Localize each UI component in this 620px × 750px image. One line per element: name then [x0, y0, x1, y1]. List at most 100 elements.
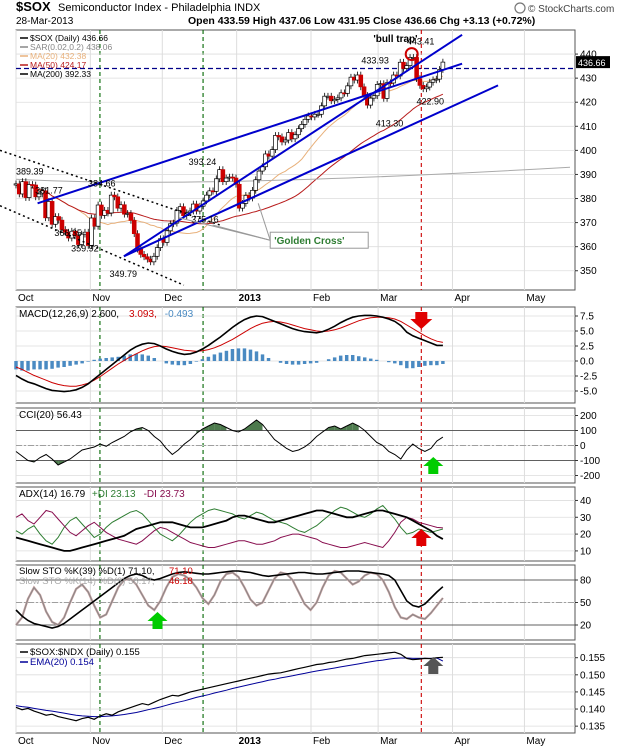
y-tick-label: 0 — [580, 441, 586, 452]
downtrend-line — [0, 205, 185, 286]
x-tick-label: Mar — [380, 293, 398, 304]
macd-histogram-bar — [92, 359, 96, 361]
price-annotation: 413.30 — [376, 118, 404, 128]
y-tick-label: 20 — [580, 621, 592, 632]
legend-entry: +DI 23.13 — [92, 489, 136, 500]
x-tick-label: 2013 — [239, 293, 262, 304]
macd-histogram-bar — [146, 355, 151, 361]
candle-body — [371, 95, 377, 99]
price-annotation: 375.16 — [191, 215, 219, 225]
panel-frame — [15, 643, 576, 734]
ma50-line — [15, 93, 444, 225]
last-price-tag — [576, 56, 610, 69]
macd-histogram-bar — [290, 361, 295, 365]
candle-body — [440, 61, 446, 70]
x-tick-label: May — [526, 293, 545, 304]
trend-channel-line — [123, 33, 463, 258]
ohlc-summary: Open 433.59 High 437.06 Low 431.95 Close… — [188, 15, 535, 27]
macd-histogram-bar — [260, 354, 265, 361]
candle-body — [128, 213, 134, 221]
macd-histogram-bar — [128, 354, 132, 361]
legend-entry: Slow STO %K(14) %D(3) 56.17, — [19, 576, 155, 587]
y-tick-label: 30 — [580, 513, 592, 524]
candle-body — [131, 220, 137, 235]
candle-body — [427, 81, 433, 88]
macd-histogram-bar — [38, 361, 42, 370]
price-annotation: 422.90 — [417, 97, 445, 107]
macd-histogram-bar — [44, 361, 48, 370]
candle-body — [348, 76, 354, 87]
golden-cross-pointer — [257, 203, 271, 241]
price-annotation: 443.41 — [407, 36, 435, 46]
candle-body — [49, 201, 55, 225]
macd-histogram-bar — [104, 358, 108, 361]
y-tick-label: 0.0 — [580, 357, 594, 368]
macd-histogram-bar — [50, 361, 54, 369]
ratio-line — [15, 651, 443, 722]
y-tick-label: 420 — [580, 98, 597, 109]
legend-entry: $SOX (Daily) 436.66 — [30, 33, 108, 43]
candle-body — [407, 57, 413, 66]
macd-histogram-bar — [74, 361, 78, 365]
y-tick-label: 200 — [580, 411, 597, 422]
macd-histogram-bar — [441, 361, 445, 364]
y-tick-label: 0.140 — [580, 705, 605, 716]
macd-histogram-bar — [314, 361, 319, 363]
candle-body — [207, 190, 213, 196]
macd-histogram-bar — [20, 361, 24, 371]
y-tick-label: 100 — [580, 426, 597, 437]
x-tick-label: 2013 — [239, 736, 262, 747]
candle-body — [263, 153, 268, 168]
y-tick-label: 50 — [580, 598, 592, 609]
panel-cci: 200 100 0 -100 -200 CCI(20) 56.43 — [15, 407, 600, 484]
macd-histogram-bar — [152, 358, 157, 361]
buy-arrow-icon — [423, 457, 444, 474]
candle-body — [332, 98, 337, 102]
candle-body — [292, 134, 298, 140]
y-tick-label: 0.145 — [580, 687, 605, 698]
candle-body — [417, 78, 423, 86]
candle-body — [145, 256, 150, 260]
candle-body — [181, 206, 186, 216]
candle-body — [296, 128, 301, 136]
macd-histogram-bar — [417, 361, 421, 367]
macd-histogram-bar — [369, 358, 373, 361]
panel-ratio: 0.155 0.150 0.145 0.140 0.135 $SOX:$NDX (Dail… — [15, 643, 605, 747]
chart-date: 28-Mar-2013 — [16, 16, 74, 27]
macd-histogram-bar — [68, 361, 72, 366]
ema20-line — [15, 657, 444, 718]
macd-histogram-bar — [302, 361, 307, 364]
x-tick-label: Dec — [164, 736, 182, 747]
macd-histogram-bar — [356, 356, 361, 361]
macd-histogram-bar — [236, 348, 241, 361]
plus-di-line — [15, 504, 444, 545]
candle-body — [361, 86, 367, 96]
copyright-text: © StockCharts.com — [528, 4, 614, 15]
legend-entry: 46.18 — [169, 576, 193, 587]
candle-body — [220, 169, 226, 183]
macd-histogram-bar — [326, 359, 331, 361]
y-tick-label: 20 — [580, 530, 592, 541]
x-tick-label: Nov — [92, 293, 110, 304]
macd-histogram-bar — [375, 359, 379, 361]
macd-histogram-bar — [98, 358, 102, 361]
macd-histogram-bar — [218, 352, 223, 361]
neutral-arrow-icon — [423, 657, 444, 674]
panel-sto: 80 50 20 Slow STO %K(39) %D(1) 71.10, 71.10 S… — [15, 564, 592, 641]
macd-histogram-bar — [14, 361, 18, 370]
candle-body — [282, 139, 288, 143]
macd-histogram-bar — [308, 361, 313, 364]
golden-cross-label: 'Golden Cross' — [274, 236, 344, 247]
legend-entry: Slow STO %K(39) %D(1) 71.10, — [19, 566, 155, 577]
macd-histogram-bar — [338, 355, 343, 361]
candle-body — [154, 247, 160, 257]
last-price-label: 436.66 — [578, 58, 606, 68]
candle-body — [108, 194, 114, 214]
candle-body — [56, 216, 61, 221]
macd-histogram-bar — [62, 361, 66, 367]
candle-body — [72, 230, 78, 237]
macd-histogram-bar — [242, 348, 247, 361]
candle-body — [315, 113, 321, 116]
macd-histogram-bar — [206, 356, 211, 361]
